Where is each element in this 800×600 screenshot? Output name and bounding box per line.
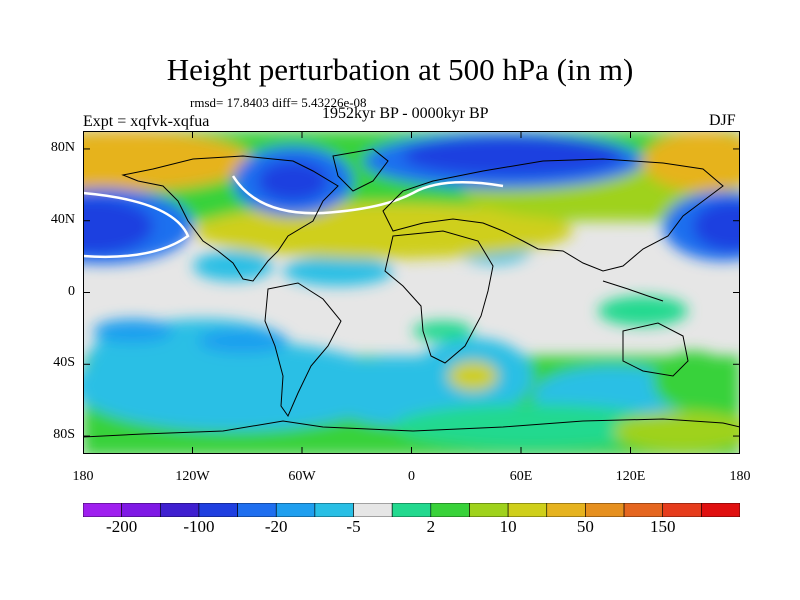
- zero-contour-atlantic: [231, 175, 504, 215]
- australia-outline: [622, 322, 689, 377]
- map-ticks: [83, 131, 740, 454]
- lat-label-40s: 40S: [53, 355, 75, 371]
- colorbar-swatch-8: [391, 503, 432, 517]
- colorbar-label-4: 2: [426, 517, 436, 536]
- colorbar-swatch-13: [585, 503, 625, 517]
- colorbar-swatch-2: [159, 503, 200, 517]
- lon-label-3: 0: [408, 469, 415, 484]
- period-label: 1952kyr BP - 0000kyr BP: [322, 105, 489, 122]
- south-america-outline: [264, 282, 342, 418]
- coastlines: [83, 148, 740, 438]
- experiment-label: Expt = xqfvk-xqfua: [83, 113, 210, 130]
- greenland-outline: [332, 148, 389, 192]
- lat-label-0: 0: [68, 283, 75, 299]
- lon-label-5: 120E: [615, 469, 646, 484]
- maritime-continent-outline: [602, 280, 664, 302]
- zero-contour-pacific: [83, 191, 190, 259]
- season-label: DJF: [709, 112, 736, 129]
- colorbar-swatch-10: [469, 503, 509, 517]
- colorbar: [83, 503, 740, 517]
- lat-label-40n: 40N: [50, 211, 75, 227]
- colorbar-swatch-0: [83, 503, 122, 517]
- colorbar-label-6: 50: [576, 517, 594, 536]
- colorbar-swatch-3: [198, 503, 238, 517]
- colorbar-swatch-7: [353, 503, 393, 517]
- lon-label-1: 120W: [175, 469, 210, 484]
- colorbar-swatch-5: [275, 503, 316, 517]
- colorbar-swatch-6: [314, 503, 354, 517]
- colorbar-label-7: 150: [649, 517, 676, 536]
- plot-title: Height perturbation at 500 hPa (in m): [166, 52, 634, 87]
- colorbar-swatch-12: [546, 503, 586, 517]
- colorbar-swatch-11: [507, 503, 548, 517]
- lat-label-80s: 80S: [53, 427, 75, 443]
- lon-label-0: 180: [72, 469, 94, 484]
- stats-line: rmsd= 17.8403 diff= 5.43226e-08: [190, 95, 367, 110]
- africa-outline: [384, 230, 494, 364]
- lon-label-6: 180: [729, 469, 751, 484]
- lon-label-2: 60W: [288, 469, 316, 484]
- colorbar-swatch-15: [662, 503, 702, 517]
- colorbar-swatch-9: [430, 503, 470, 517]
- north-america-outline: [121, 155, 339, 282]
- colorbar-swatch-1: [121, 503, 161, 517]
- lat-label-80n: 80N: [50, 139, 75, 155]
- lon-label-4: 60E: [509, 469, 533, 484]
- colorbar-label-5: 10: [499, 517, 517, 536]
- colorbar-label-0: -200: [106, 517, 138, 536]
- antarctica-outline: [83, 418, 740, 438]
- eurasia-outline: [382, 158, 724, 272]
- colorbar-swatch-4: [237, 503, 277, 517]
- colorbar-swatch-16: [701, 503, 740, 517]
- colorbar-swatch-14: [623, 503, 664, 517]
- colorbar-label-1: -100: [183, 517, 215, 536]
- colorbar-label-2: -20: [264, 517, 288, 536]
- field-fill: [83, 131, 740, 454]
- map-panel: [83, 131, 740, 454]
- colorbar-label-3: -5: [346, 517, 361, 536]
